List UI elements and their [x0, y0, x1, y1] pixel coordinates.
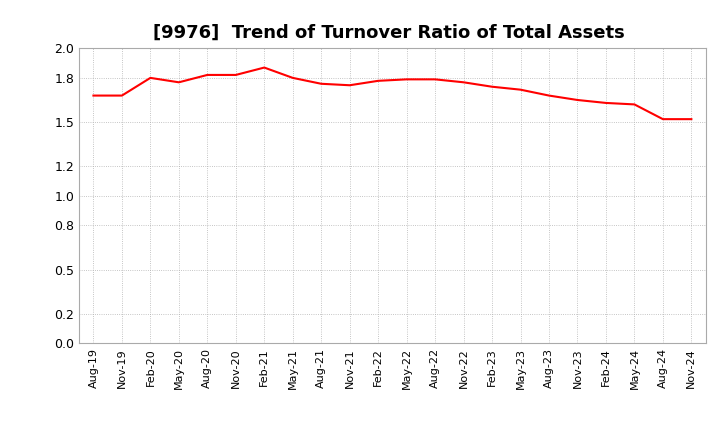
Text: [9976]  Trend of Turnover Ratio of Total Assets: [9976] Trend of Turnover Ratio of Total …	[153, 24, 625, 42]
